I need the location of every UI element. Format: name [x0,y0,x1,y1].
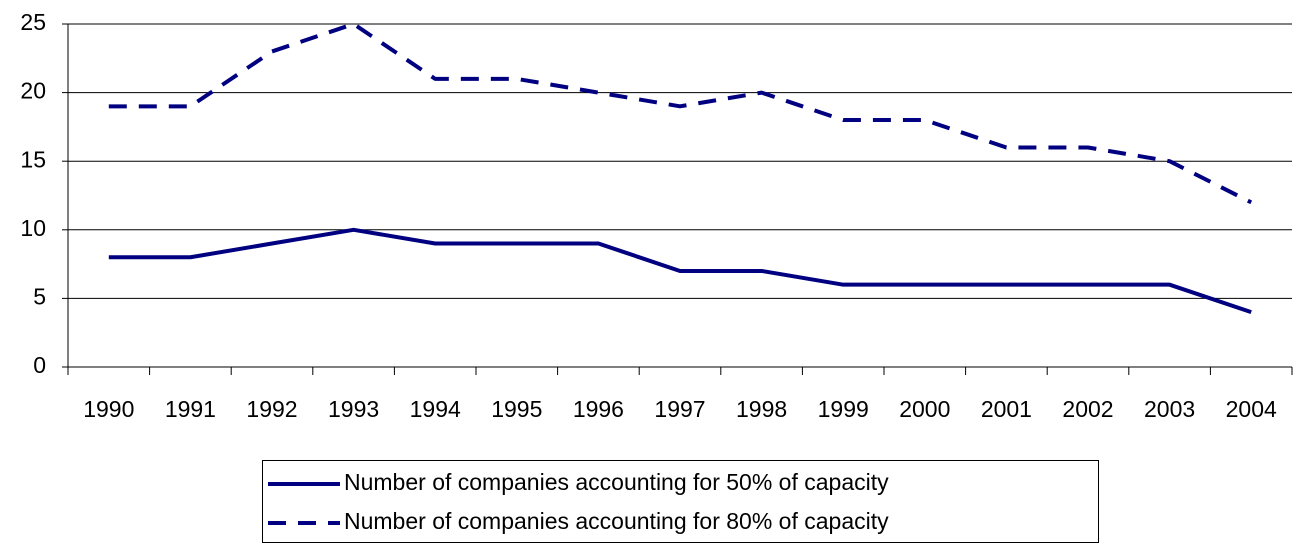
x-tick-label: 1998 [736,396,787,422]
x-tick-label: 1996 [573,396,624,422]
x-tick-label: 1990 [83,396,134,422]
x-tick-label: 2004 [1226,396,1277,422]
x-tick-label: 1999 [818,396,869,422]
legend-label: Number of companies accounting for 50% o… [344,469,889,495]
x-tick-label: 1997 [654,396,705,422]
y-tick-label: 25 [20,9,46,35]
y-tick-label: 5 [33,283,46,309]
y-tick-label: 20 [20,78,46,104]
x-tick-label: 1994 [410,396,461,422]
y-tick-label: 0 [33,352,46,378]
x-tick-label: 2000 [899,396,950,422]
x-tick-label: 1992 [246,396,297,422]
series-line [108,227,1252,315]
y-tick-label: 10 [20,215,46,241]
y-tick-label: 15 [20,146,46,172]
legend-box [262,460,1099,543]
legend-label: Number of companies accounting for 80% o… [344,508,889,534]
x-tick-label: 2002 [1062,396,1113,422]
series-line [108,22,1253,205]
x-tick-label: 1991 [165,396,216,422]
x-tick-label: 2001 [981,396,1032,422]
x-tick-label: 2003 [1144,396,1195,422]
x-tick-label: 1993 [328,396,379,422]
x-tick-label: 1995 [491,396,542,422]
